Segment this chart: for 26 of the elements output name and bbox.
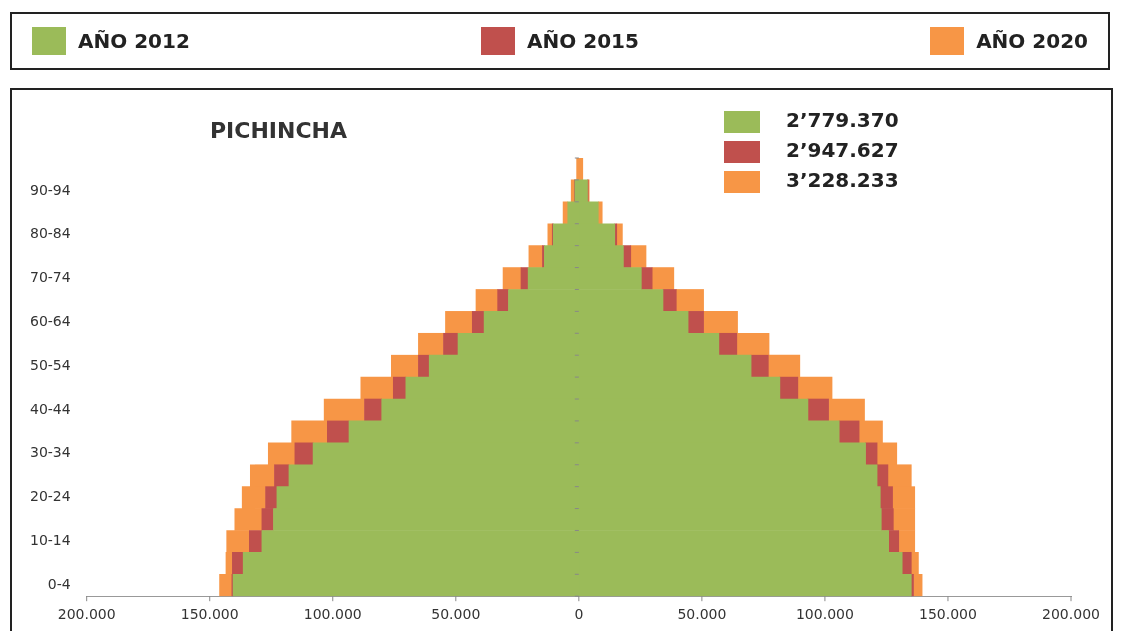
x-tick-label: 100.000 xyxy=(303,606,362,623)
legend-label: AÑO 2012 xyxy=(78,29,190,53)
x-tick-label: 150.000 xyxy=(919,606,977,623)
annotation: 2’947.627 xyxy=(786,138,899,163)
chart-title: PICHINCHA xyxy=(210,117,348,143)
y-tick-label: 0-4 xyxy=(47,575,71,592)
y-tick-label: 20-24 xyxy=(29,488,71,505)
x-tick-label: 50.000 xyxy=(677,606,727,623)
x-tick-label: 200.000 xyxy=(57,606,116,623)
x-tick-label: 50.000 xyxy=(431,606,481,623)
x-tick-label: 0 xyxy=(574,606,584,623)
y-tick-label: 40-44 xyxy=(29,400,71,417)
y-tick-label: 60-64 xyxy=(29,312,71,329)
text: 2’779.370 xyxy=(786,108,899,133)
legend-label: AÑO 2020 xyxy=(976,29,1088,53)
y-tick-label: 70-74 xyxy=(29,269,71,286)
x-tick-label: 150.000 xyxy=(180,606,239,623)
x-tick-label: 100.000 xyxy=(795,606,854,623)
x-tick-label: 200.000 xyxy=(1042,606,1100,623)
annotation: 3’228.233 xyxy=(786,168,899,193)
y-tick-label: 80-84 xyxy=(29,225,71,242)
y-tick-label: 30-34 xyxy=(29,444,71,461)
y-tick-label: 10-14 xyxy=(29,532,71,549)
y-tick-label: 50-54 xyxy=(29,356,71,373)
legend-label: AÑO 2015 xyxy=(527,29,639,53)
y-tick-label: 90-94 xyxy=(29,181,71,198)
